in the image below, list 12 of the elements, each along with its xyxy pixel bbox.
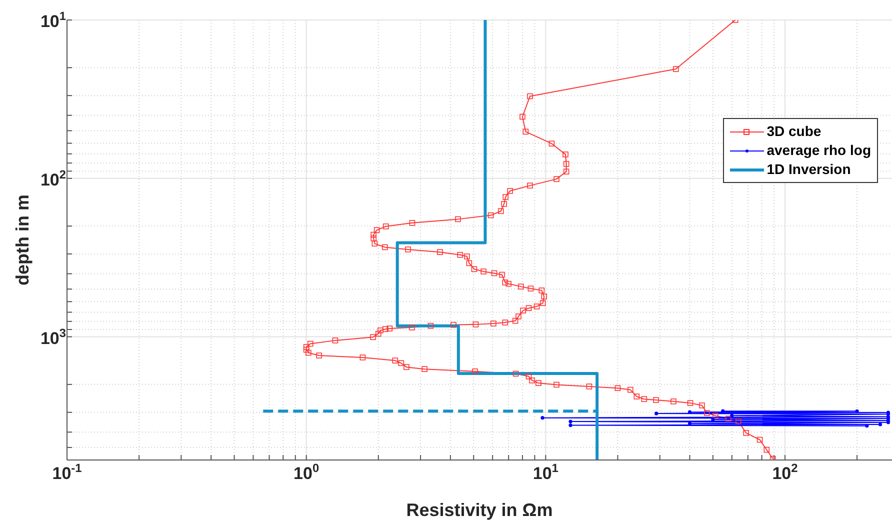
x-tick-label: 10$^{0}$ [294,461,320,483]
y-tick-label: 10$^{1}$ [40,9,66,31]
y-tick-label: 10$^{2}$ [40,167,66,190]
x-tick-label: 10$^{-1}$ [52,461,82,483]
legend-label: 3D cube [766,122,822,141]
x-tick-label: 10$^{1}$ [532,461,559,483]
y-tick-label: 10$^{3}$ [40,326,66,348]
y-axis-title: depth in m [12,194,32,286]
x-axis-title: Resistivity in Ωm [406,500,553,520]
legend-label: average rho log [766,141,871,160]
x-tick-label: 10$^{2}$ [772,461,798,483]
legend-label: 1D Inversion [766,160,851,179]
